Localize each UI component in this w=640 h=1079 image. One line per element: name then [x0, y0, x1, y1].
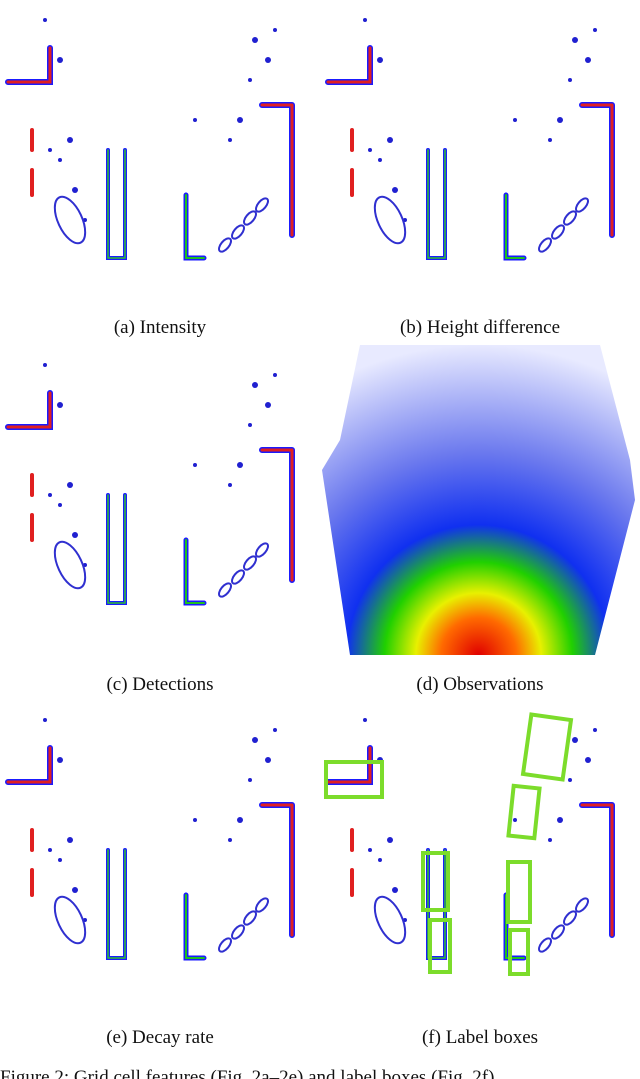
subfigure-caption: (c) Detections: [106, 674, 213, 695]
panel-observations: [322, 345, 635, 655]
subfigure-caption: (b) Height difference: [400, 317, 560, 338]
panel-height-difference: [328, 18, 612, 258]
subfigure-caption: (f) Label boxes: [422, 1027, 538, 1048]
label-boxes: [324, 712, 574, 976]
subfigure-caption: (a) Intensity: [114, 317, 207, 338]
subfigure-caption: (d) Observations: [416, 674, 543, 695]
panel-decay-rate: [8, 718, 292, 958]
subfigure-caption: (e) Decay rate: [106, 1027, 214, 1048]
panel-detections: [8, 363, 292, 603]
panel-intensity: [8, 18, 292, 258]
panel-label-boxes: [328, 718, 612, 958]
figure-caption: Figure 2: Grid cell features (Fig. 2a–2e…: [0, 1067, 499, 1079]
